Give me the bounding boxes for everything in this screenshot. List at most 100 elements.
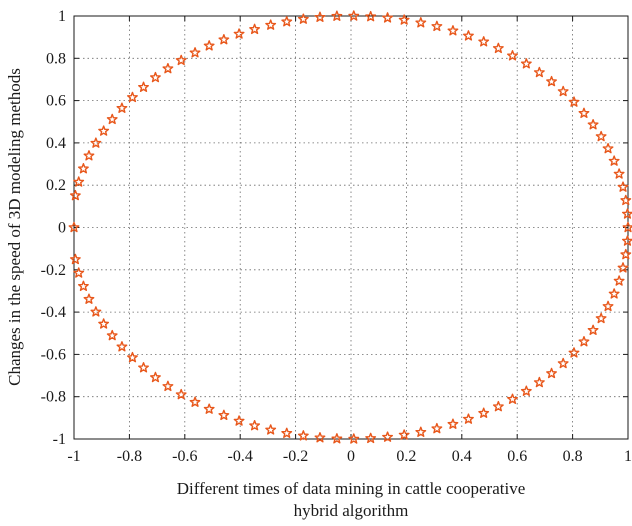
x-tick-label: 0: [347, 448, 355, 465]
data-point-star: [620, 194, 632, 206]
y-tick-label: -1: [53, 431, 66, 448]
data-point-star: [189, 47, 201, 58]
data-point-star: [149, 71, 161, 83]
data-point-star: [331, 10, 343, 21]
data-point-star: [557, 85, 569, 97]
data-point-star: [608, 155, 620, 166]
data-point-star: [557, 357, 569, 369]
x-tick-label: -0.6: [172, 448, 197, 465]
data-point-star: [398, 429, 410, 440]
data-point-star: [106, 113, 118, 125]
x-tick-label: 0.8: [563, 448, 583, 465]
data-point-star: [203, 403, 215, 414]
x-tick-label: -0.2: [283, 448, 308, 465]
data-point-star: [382, 431, 394, 442]
data-point-star: [462, 413, 474, 424]
y-tick-label: 0.4: [46, 135, 66, 152]
y-tick-label: 0.8: [46, 50, 66, 67]
data-point-star: [162, 62, 174, 74]
data-point-star: [348, 433, 360, 444]
data-point-star: [314, 432, 326, 443]
data-point-star: [602, 300, 614, 312]
y-tick-label: 1: [58, 8, 66, 25]
data-point-star: [568, 96, 580, 107]
data-point-star: [175, 54, 187, 66]
data-point-star: [106, 329, 118, 341]
y-tick-label: 0: [58, 220, 66, 237]
y-tick-label: -0.4: [41, 304, 66, 321]
data-point-star: [621, 208, 632, 219]
data-point-star: [520, 385, 532, 396]
x-tick-label: -0.8: [117, 448, 142, 465]
data-point-star: [602, 142, 614, 154]
data-point-star: [175, 388, 187, 400]
data-point-star: [520, 58, 532, 69]
data-point-star: [314, 11, 326, 23]
x-axis-label-line1: Different times of data mining in cattle…: [177, 479, 526, 498]
ticks: -1 -0.8 -0.6 -0.4 -0.2 0 0.2 0.4 0.6 0.8 1 -1 -0.8 -0…: [41, 8, 632, 465]
x-tick-label: -0.4: [228, 448, 253, 465]
data-point-star: [595, 312, 607, 324]
data-point-star: [617, 181, 629, 192]
data-point-star: [478, 36, 490, 47]
data-point-star: [462, 30, 474, 41]
data-point-star: [478, 407, 490, 418]
data-point-star: [447, 25, 459, 36]
data-point-star: [348, 10, 360, 21]
y-tick-label: 0.2: [46, 177, 66, 194]
data-point-star: [297, 430, 309, 441]
data-point-star: [77, 163, 89, 174]
data-point-star: [415, 426, 427, 437]
x-tick-label: -1: [67, 448, 80, 465]
data-point-star: [162, 380, 174, 392]
data-point-star: [431, 422, 443, 434]
data-point-star: [233, 28, 245, 39]
x-tick-label: 1: [624, 448, 632, 465]
data-point-star: [621, 235, 632, 246]
data-point-star: [365, 432, 377, 444]
data-point-star: [83, 150, 95, 161]
data-point-star: [365, 10, 377, 22]
data-point-star: [620, 248, 632, 260]
data-point-star: [382, 12, 394, 23]
data-point-star: [98, 125, 110, 136]
data-point-star: [69, 189, 81, 201]
data-point-star: [265, 19, 277, 30]
data-point-star: [138, 362, 149, 373]
data-point-star: [492, 400, 504, 412]
data-point-star: [281, 16, 293, 27]
y-axis-label: Changes in the speed of 3D modeling meth…: [5, 68, 24, 386]
data-point-star: [431, 20, 443, 32]
data-point-star: [73, 267, 85, 278]
data-point-star: [90, 137, 102, 148]
data-point-star: [98, 318, 110, 329]
data-point-star: [189, 396, 201, 407]
data-point-star: [546, 367, 557, 379]
data-point-star: [90, 306, 102, 317]
data-point-star: [116, 341, 128, 352]
data-point-star: [249, 419, 261, 431]
data-point-star: [613, 168, 625, 179]
y-tick-label: -0.6: [41, 346, 66, 363]
data-point-star: [533, 66, 545, 78]
data-point-star: [398, 14, 410, 25]
x-tick-label: 0.4: [452, 448, 472, 465]
data-point-star: [218, 33, 230, 45]
data-point-star: [126, 91, 138, 103]
data-point-star: [203, 40, 215, 51]
x-tick-label: 0.2: [396, 448, 416, 465]
data-point-star: [116, 102, 128, 113]
data-point-star: [568, 347, 580, 358]
data-point-star: [546, 75, 557, 87]
data-point-star: [587, 324, 599, 336]
data-point-star: [587, 119, 599, 130]
x-axis-label-line2: hybrid algorithm: [294, 501, 409, 520]
data-point-star: [218, 409, 230, 421]
data-point-star: [617, 262, 629, 273]
data-point-star: [507, 393, 518, 404]
data-point-star: [77, 280, 89, 292]
data-point-star: [415, 17, 427, 28]
y-tick-label: -0.2: [41, 262, 66, 279]
data-points: [68, 10, 632, 444]
